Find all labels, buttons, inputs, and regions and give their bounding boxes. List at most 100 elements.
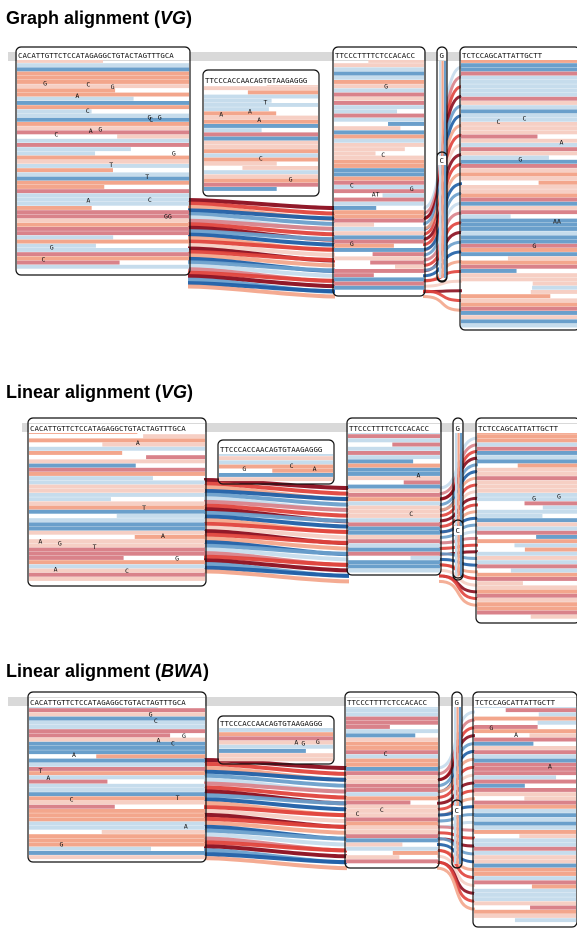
- read-bar: [334, 227, 424, 231]
- title-aligner: VG: [160, 8, 187, 28]
- thread-ribbon: [203, 514, 350, 529]
- node-sequence-backdrop: [454, 526, 462, 535]
- read-bar: [348, 564, 440, 569]
- read-bar: [461, 193, 577, 198]
- read-bar: [96, 754, 205, 759]
- read-bar: [219, 757, 333, 762]
- reference-band: [22, 423, 577, 432]
- read-bar: [204, 145, 318, 149]
- read-bar: [461, 59, 577, 63]
- read-bar: [474, 838, 576, 843]
- read-bar: [477, 522, 577, 527]
- read-bar: [474, 729, 576, 734]
- read-bar: [461, 323, 577, 328]
- node-sequence-backdrop: [461, 51, 577, 60]
- read-bar: [204, 86, 318, 91]
- mismatch-base: C: [154, 717, 158, 725]
- mismatch-base: C: [148, 196, 152, 204]
- read-bar: [29, 796, 205, 801]
- read-bar: [334, 101, 424, 105]
- read-bar: [219, 740, 333, 745]
- read-bar: [334, 164, 424, 168]
- node-sequence-backdrop: [453, 698, 461, 707]
- read-bar: [474, 741, 534, 746]
- read-bar: [29, 543, 205, 548]
- title-aligner: VG: [161, 382, 188, 402]
- mismatch-base: A: [136, 439, 140, 447]
- mismatch-base: G: [350, 240, 354, 248]
- read-bar: [334, 130, 424, 135]
- read-bar: [474, 872, 576, 876]
- node-sequence-backdrop: [204, 76, 318, 85]
- read-bar: [348, 514, 440, 518]
- thread-ribbon: [203, 785, 348, 800]
- read-bar: [461, 88, 577, 93]
- read-bar: [29, 851, 205, 855]
- node-sequence-label: TTCCCTTTTCTCCACACC: [335, 51, 415, 60]
- read-bar: [474, 893, 576, 897]
- read-bar: [477, 493, 577, 497]
- read-bar: [346, 834, 438, 839]
- read-bar: [29, 783, 205, 788]
- read-bar: [17, 185, 105, 189]
- node-strand: [454, 814, 457, 864]
- read-bar: [346, 725, 390, 729]
- read-bar: [346, 846, 438, 851]
- read-bar: [477, 606, 577, 611]
- mismatch-base: A: [161, 532, 165, 540]
- read-bar: [29, 792, 205, 797]
- read-bar: [461, 222, 577, 227]
- mismatch-base: AT: [372, 190, 380, 198]
- read-bar: [461, 138, 577, 143]
- read-bar: [116, 514, 205, 518]
- read-bar: [17, 117, 189, 122]
- node-sequence-label: CACATTGTTCTCCATAGAGGCTGTACTAGTTTGCA: [18, 51, 174, 60]
- node-sequence-backdrop: [477, 424, 577, 433]
- read-bar: [29, 493, 205, 497]
- thread-ribbon: [187, 222, 336, 237]
- read-bar: [204, 170, 318, 175]
- read-bar: [204, 132, 318, 137]
- read-bar: [334, 185, 424, 189]
- read-bar: [531, 884, 576, 889]
- read-bar: [101, 830, 205, 834]
- read-bar: [477, 472, 577, 476]
- read-bar: [474, 859, 576, 864]
- read-bar: [334, 273, 374, 278]
- thread-ribbon: [203, 547, 350, 562]
- read-bar: [334, 63, 424, 68]
- node-sequence-label: C: [455, 806, 459, 815]
- read-bar: [346, 762, 438, 767]
- read-bar: [348, 451, 440, 455]
- thread-ribbon: [187, 198, 336, 210]
- mismatch-base: G: [410, 185, 414, 193]
- read-bar: [17, 71, 189, 76]
- read-bar: [17, 122, 189, 126]
- read-bar: [477, 480, 577, 485]
- mismatch-base: A: [560, 139, 564, 147]
- read-bar: [532, 285, 577, 290]
- read-bar: [17, 214, 189, 219]
- read-bar: [477, 442, 577, 447]
- read-bar: [372, 252, 424, 257]
- read-bar: [17, 176, 189, 181]
- read-bar: [29, 800, 205, 805]
- read-bar: [477, 530, 577, 535]
- read-bar: [204, 124, 318, 128]
- thread-ribbon: [203, 521, 350, 534]
- read-bar: [461, 315, 577, 320]
- mismatch-base: C: [409, 510, 413, 518]
- read-bar: [29, 488, 205, 493]
- read-bar: [348, 526, 440, 531]
- read-bar: [346, 813, 438, 818]
- read-bar: [477, 551, 577, 556]
- read-bar: [17, 109, 92, 114]
- read-bar: [346, 796, 438, 801]
- read-bar: [474, 746, 576, 750]
- mismatch-base: C: [125, 567, 129, 575]
- read-bar: [348, 438, 440, 443]
- read-bar: [334, 189, 424, 194]
- read-bar: [29, 733, 171, 738]
- read-bar: [334, 168, 424, 173]
- node-sequence-backdrop: [17, 51, 189, 60]
